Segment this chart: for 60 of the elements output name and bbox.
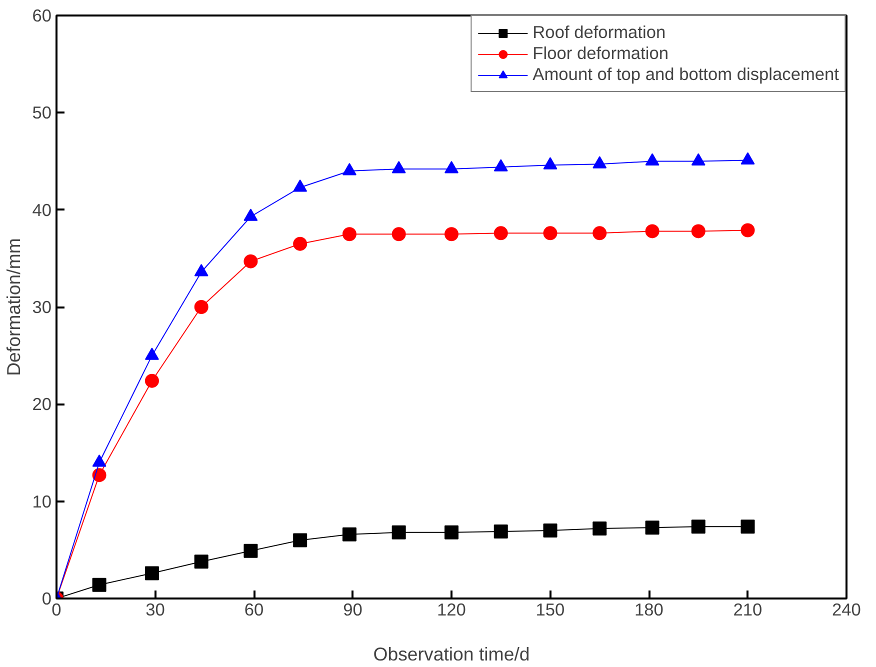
point <box>293 533 308 548</box>
point <box>244 208 258 221</box>
point <box>293 179 308 192</box>
point <box>194 554 208 569</box>
point <box>92 468 106 482</box>
point <box>444 161 458 174</box>
point <box>392 161 406 174</box>
point <box>543 226 558 240</box>
point <box>740 223 755 238</box>
point <box>342 162 356 176</box>
point <box>592 522 607 536</box>
x-tick-label: 150 <box>536 600 565 620</box>
x-tick-label: 60 <box>244 600 264 620</box>
point <box>392 227 406 242</box>
legend-label: Roof deformation <box>532 22 666 43</box>
x-tick-label: 90 <box>343 600 362 620</box>
x-tick-label: 210 <box>733 600 762 620</box>
point <box>194 264 208 276</box>
point <box>543 523 558 538</box>
point <box>645 520 660 535</box>
point <box>592 156 607 168</box>
point <box>144 374 159 388</box>
point <box>144 348 159 360</box>
point <box>244 254 258 268</box>
point <box>740 520 755 534</box>
point <box>543 157 558 170</box>
y-tick-label: 40 <box>32 200 52 220</box>
y-tick-label: 60 <box>32 6 52 26</box>
point <box>342 527 356 542</box>
point <box>645 224 660 238</box>
point <box>494 159 508 172</box>
y-tick-label: 30 <box>32 297 52 317</box>
x-tick-label: 120 <box>437 600 466 620</box>
point <box>691 224 706 238</box>
point <box>392 525 406 540</box>
x-tick-label: 30 <box>146 600 165 620</box>
point <box>592 226 607 240</box>
point <box>494 524 508 538</box>
point <box>342 227 356 242</box>
point <box>645 153 660 166</box>
y-tick-label: 20 <box>32 394 52 414</box>
x-tick-label: 240 <box>832 600 861 620</box>
point <box>494 226 508 240</box>
point <box>691 520 706 534</box>
point <box>92 578 106 592</box>
point <box>444 227 458 242</box>
point <box>293 236 308 251</box>
y-tick-label: 50 <box>32 102 52 123</box>
y-axis-title: Deformation/mm <box>3 238 24 376</box>
y-tick-label: 10 <box>32 491 52 512</box>
point <box>144 566 159 580</box>
x-axis-title: Observation time/d <box>373 644 530 664</box>
point <box>740 152 755 165</box>
point <box>444 525 458 540</box>
legend-label: Floor deformation <box>532 43 668 64</box>
legend-label: Amount of top and bottom displacement <box>532 64 839 85</box>
point <box>244 544 258 558</box>
x-tick-label: 180 <box>634 600 664 620</box>
point <box>194 300 208 314</box>
point <box>691 153 706 166</box>
